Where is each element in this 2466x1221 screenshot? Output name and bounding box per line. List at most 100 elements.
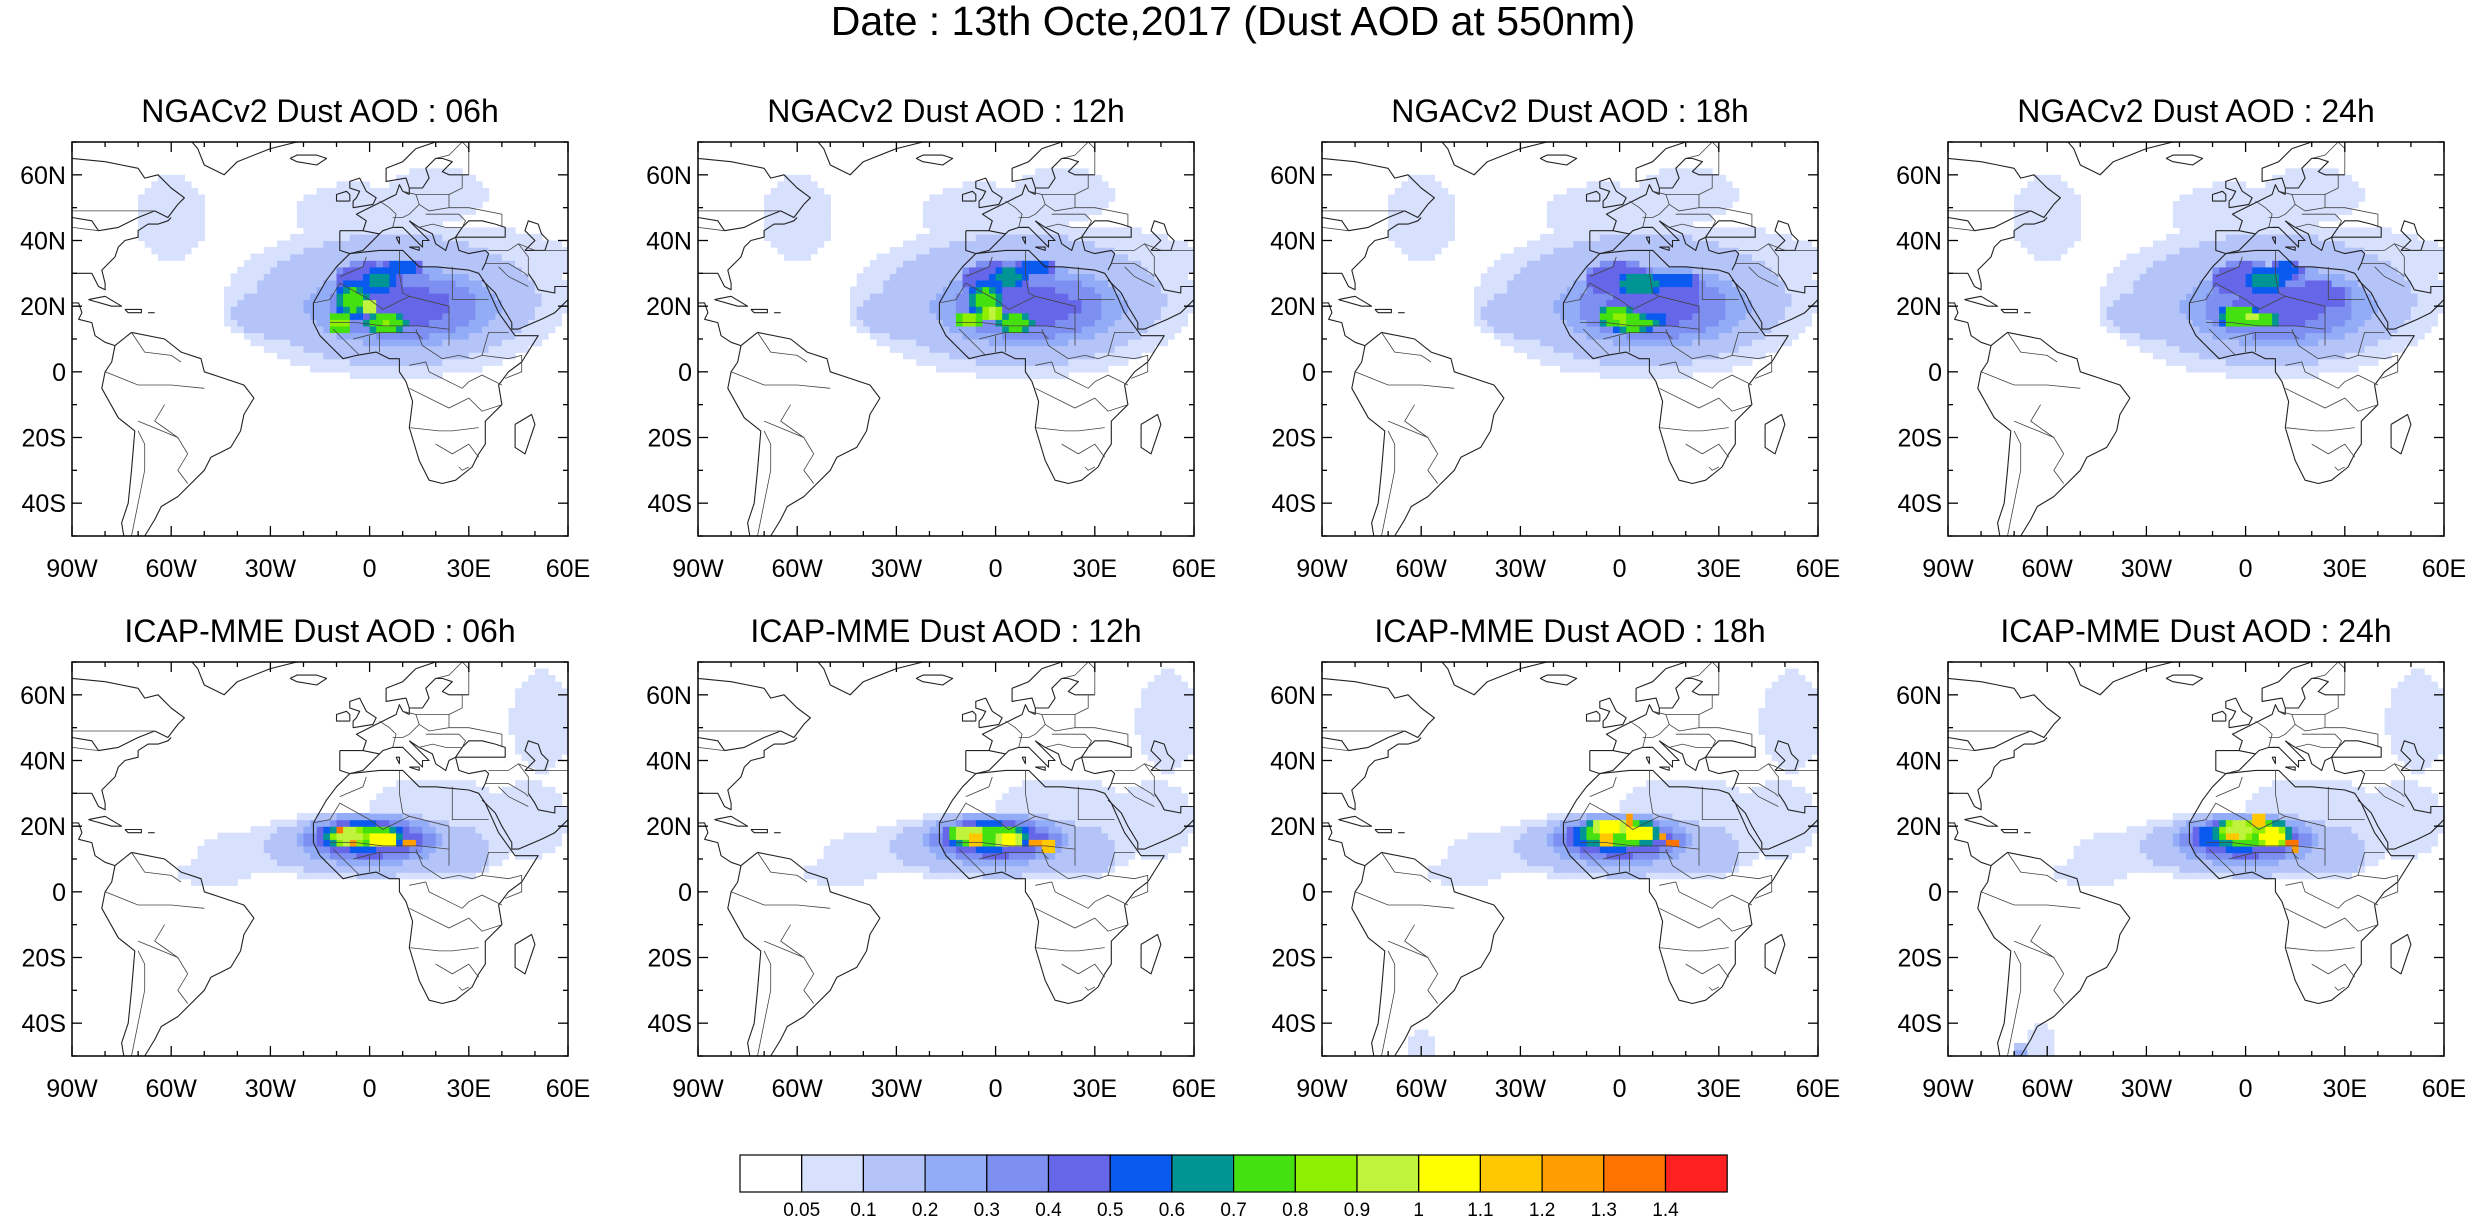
- colorbar-box: [986, 1154, 1050, 1193]
- colorbar-box: [1541, 1154, 1605, 1193]
- lon-tick-label: 90W: [46, 1075, 98, 1103]
- dust-aod-field: [177, 668, 568, 886]
- panel-title: ICAP-MME Dust AOD : 24h: [2000, 613, 2391, 649]
- lon-tick-label: 60W: [1395, 555, 1447, 583]
- lon-tick-label: 90W: [672, 555, 724, 583]
- lon-tick-label: 90W: [46, 555, 98, 583]
- colorbar-box: [924, 1154, 988, 1193]
- country-borders: [1948, 142, 2444, 536]
- lat-tick-label: 0: [678, 359, 692, 387]
- lon-tick-label: 0: [989, 1075, 1003, 1103]
- lat-tick-label: 20N: [20, 293, 66, 321]
- lat-tick-label: 40S: [1272, 1010, 1316, 1038]
- lon-tick-label: 0: [2239, 555, 2253, 583]
- lon-tick-label: 30E: [1697, 1075, 1741, 1103]
- lon-tick-label: 60E: [1172, 1075, 1216, 1103]
- colorbar-box: [1664, 1154, 1728, 1193]
- panel-title: ICAP-MME Dust AOD : 06h: [124, 613, 515, 649]
- lat-tick-label: 20S: [1898, 945, 1942, 973]
- lat-tick-label: 60N: [20, 162, 66, 190]
- colorbar-label: 1.4: [1652, 1200, 1679, 1221]
- lat-tick-label: 40N: [1896, 748, 1942, 776]
- lat-tick-label: 40S: [1898, 1010, 1942, 1038]
- map-panels: NGACv2 Dust AOD : 06h 60N 40N 20N 0 20S 40S 90W…: [20, 93, 2466, 1103]
- colorbar-box: [1418, 1154, 1481, 1193]
- lon-tick-label: 30E: [1073, 1075, 1117, 1103]
- colorbar-label: 0.6: [1159, 1200, 1185, 1221]
- lat-tick-label: 20N: [1896, 293, 1942, 321]
- colorbar-label: 1.2: [1529, 1200, 1555, 1221]
- panel-title: NGACv2 Dust AOD : 12h: [767, 93, 1124, 129]
- colorbar-label: 0.5: [1097, 1200, 1123, 1221]
- lon-tick-label: 60W: [771, 555, 823, 583]
- country-borders: [698, 662, 1194, 1056]
- lon-tick-label: 0: [1613, 1075, 1627, 1103]
- lat-tick-label: 60N: [1896, 162, 1942, 190]
- lon-tick-label: 30W: [2121, 1075, 2173, 1103]
- colorbar-label: 0.05: [783, 1200, 820, 1221]
- lat-tick-label: 20N: [646, 813, 692, 841]
- lon-tick-label: 60W: [1395, 1075, 1447, 1103]
- coastlines: [698, 662, 1194, 1056]
- country-borders: [1322, 662, 1818, 1056]
- lat-tick-label: 20S: [648, 425, 692, 453]
- colorbar-label: 1.3: [1591, 1200, 1617, 1221]
- coastlines: [72, 662, 568, 1056]
- axis-ticks: [697, 141, 1195, 537]
- lon-tick-label: 0: [2239, 1075, 2253, 1103]
- map-panel: ICAP-MME Dust AOD : 24h 60N 40N 20N 0 20S 40S 9…: [1896, 613, 2466, 1103]
- lon-tick-label: 60W: [145, 1075, 197, 1103]
- colorbar-box: [1171, 1154, 1235, 1193]
- lat-tick-label: 40S: [648, 1010, 692, 1038]
- panel-title: NGACv2 Dust AOD : 24h: [2017, 93, 2374, 129]
- map-panel: NGACv2 Dust AOD : 06h 60N 40N 20N 0 20S 40S 90W…: [20, 93, 590, 583]
- colorbar-box: [739, 1154, 803, 1193]
- map-panel: ICAP-MME Dust AOD : 18h 60N 40N 20N 0 20S 40S 9…: [1270, 613, 1840, 1103]
- axis-ticks: [1321, 141, 1819, 537]
- country-borders: [72, 662, 568, 1056]
- lat-tick-label: 60N: [1270, 162, 1316, 190]
- lat-tick-label: 40N: [20, 748, 66, 776]
- country-borders: [72, 142, 568, 536]
- colorbar-box: [1479, 1154, 1543, 1193]
- lat-tick-label: 60N: [646, 682, 692, 710]
- lon-tick-label: 30W: [871, 1075, 923, 1103]
- colorbar-box: [1356, 1154, 1420, 1193]
- lon-tick-label: 0: [363, 555, 377, 583]
- country-borders: [1322, 142, 1818, 536]
- colorbar-box: [1603, 1154, 1667, 1193]
- dust-aod-field: [2014, 168, 2444, 379]
- lat-tick-label: 20S: [648, 945, 692, 973]
- lat-tick-label: 20N: [1896, 813, 1942, 841]
- lon-tick-label: 60E: [546, 1075, 590, 1103]
- colorbar-label: 0.1: [850, 1200, 876, 1221]
- colorbar-label: 0.2: [912, 1200, 938, 1221]
- coastlines: [1322, 142, 1818, 536]
- lat-tick-label: 60N: [646, 162, 692, 190]
- lon-tick-label: 0: [989, 555, 1003, 583]
- colorbar-box: [1232, 1154, 1296, 1193]
- lon-tick-label: 60E: [1796, 555, 1840, 583]
- axis-ticks: [1321, 661, 1819, 1057]
- colorbar-label: 0.7: [1220, 1200, 1246, 1221]
- lat-tick-label: 0: [678, 879, 692, 907]
- lon-tick-label: 60E: [2422, 555, 2466, 583]
- lat-tick-label: 0: [1302, 359, 1316, 387]
- lat-tick-label: 20N: [20, 813, 66, 841]
- lat-tick-label: 40N: [1270, 748, 1316, 776]
- axis-ticks: [697, 661, 1195, 1057]
- lat-tick-label: 20S: [1272, 945, 1316, 973]
- axis-ticks: [71, 141, 569, 537]
- lon-tick-label: 60W: [145, 555, 197, 583]
- lat-tick-label: 40S: [22, 1010, 66, 1038]
- coastlines: [1948, 142, 2444, 536]
- map-panel: NGACv2 Dust AOD : 24h 60N 40N 20N 0 20S 40S 90W…: [1896, 93, 2466, 583]
- colorbar: 0.05 0.1 0.2 0.3 0.4 0.5 0.6 0.7 0.8 0.9 1 1.1 1.2 1.…: [739, 1154, 1728, 1221]
- coastlines: [1322, 662, 1818, 1056]
- axis-ticks: [71, 661, 569, 1057]
- lon-tick-label: 30E: [1697, 555, 1741, 583]
- dust-aod-field: [1408, 668, 1818, 1056]
- lat-tick-label: 0: [52, 359, 66, 387]
- dust-aod-field: [1388, 168, 1818, 379]
